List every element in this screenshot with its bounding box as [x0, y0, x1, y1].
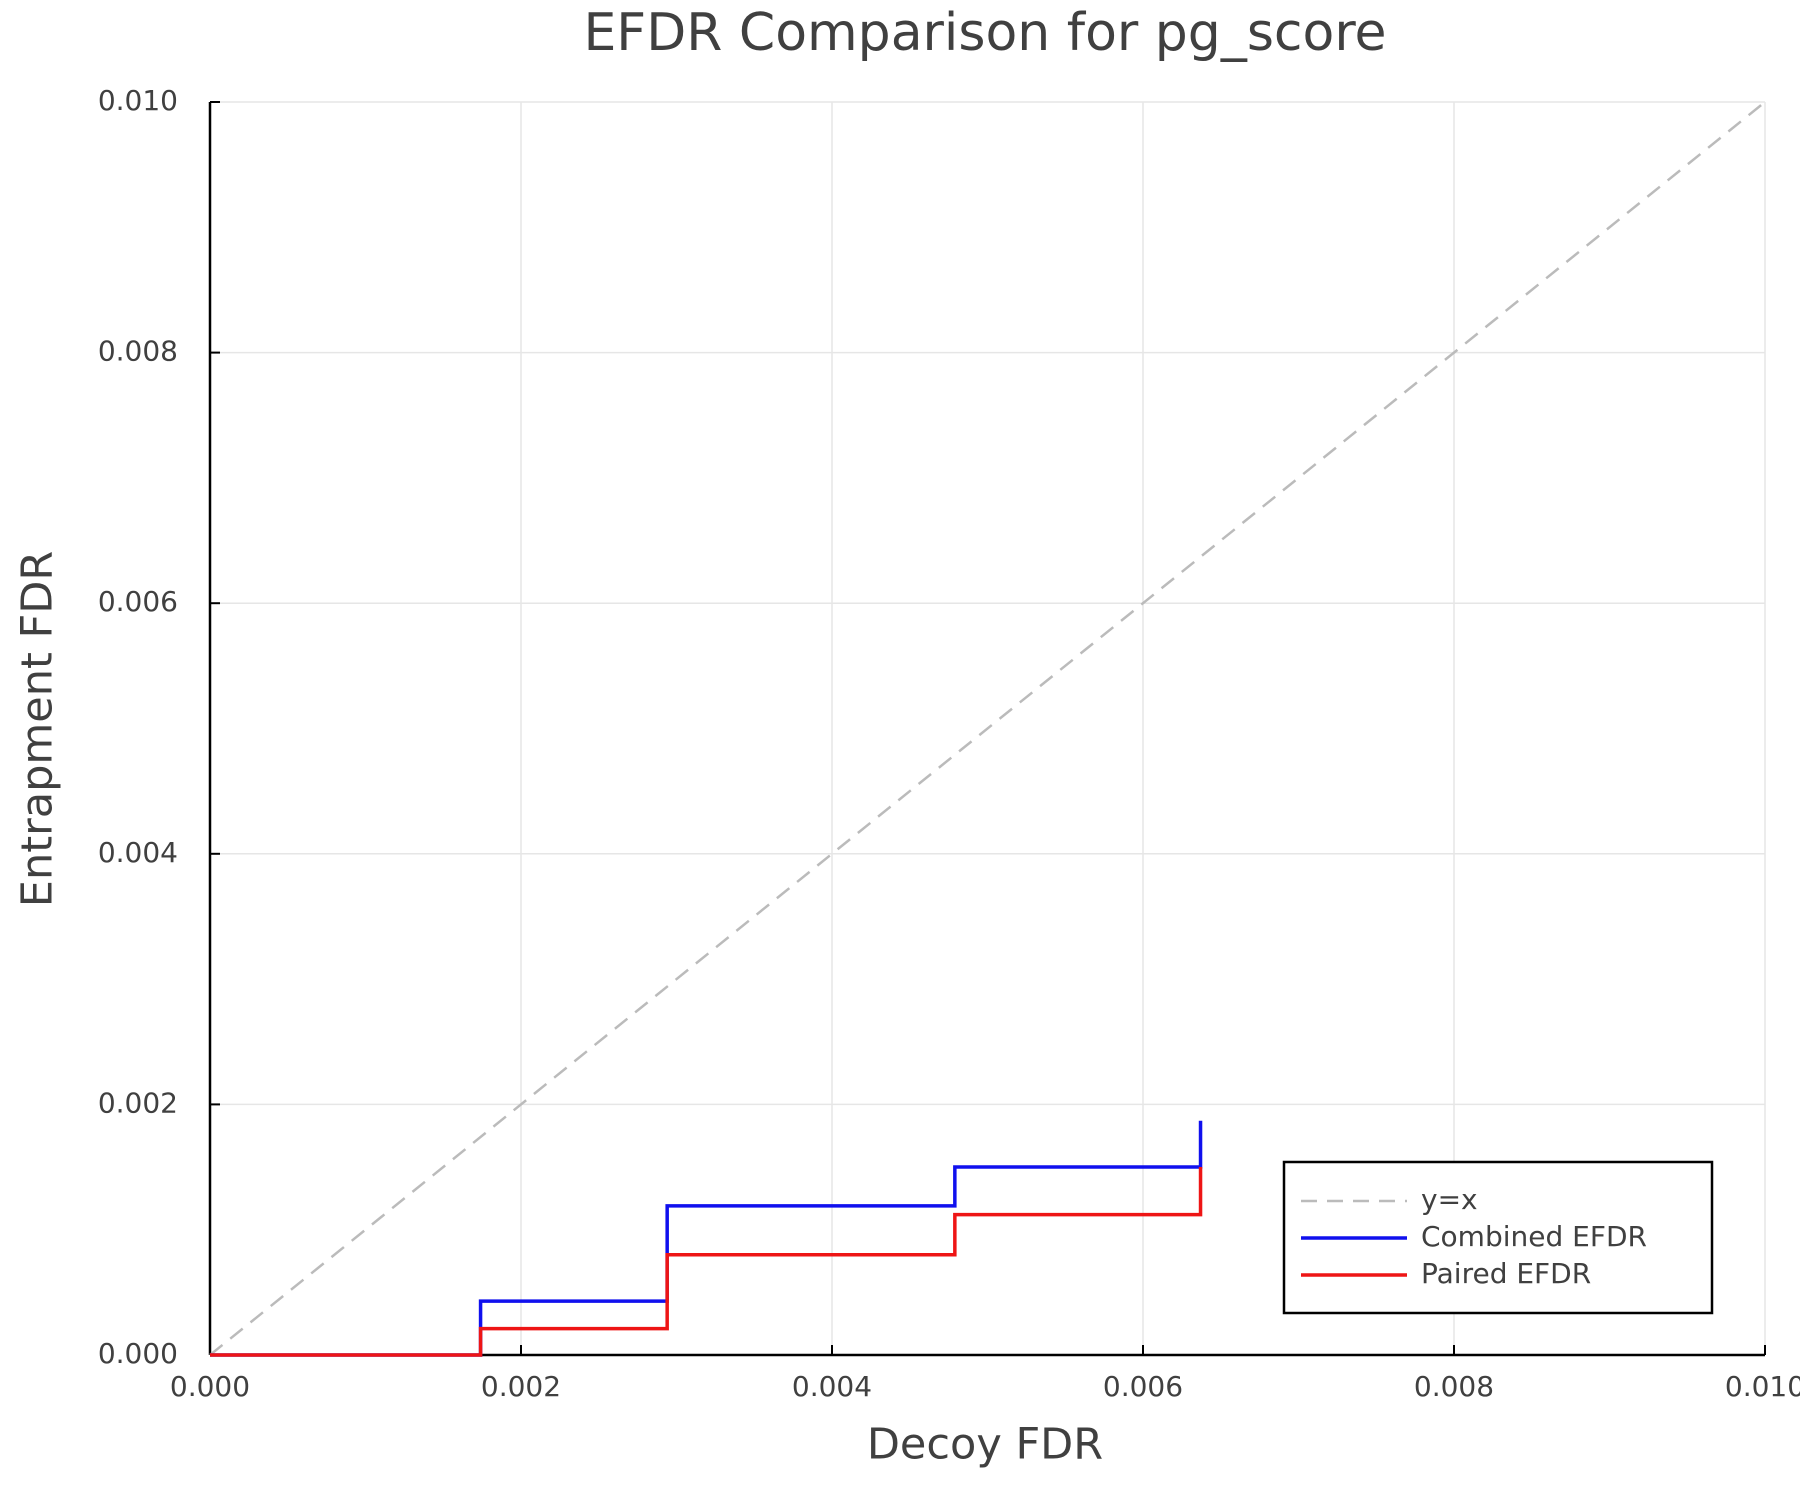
x-tick-label: 0.004: [792, 1370, 872, 1403]
x-axis-label: Decoy FDR: [867, 1420, 1103, 1470]
y-tick-label: 0.008: [98, 335, 178, 368]
x-tick-label: 0.002: [481, 1370, 561, 1403]
y-tick-label: 0.010: [98, 84, 178, 117]
series-line: [209, 101, 1766, 1356]
y-tick-label: 0.004: [98, 836, 178, 869]
series-line: [210, 1120, 1203, 1357]
y-tick-label: 0.002: [98, 1086, 178, 1119]
y-axis-label: Entrapment FDR: [13, 551, 63, 907]
y-tick-label: 0.006: [98, 585, 178, 618]
y-tick-label: 0.000: [98, 1337, 178, 1370]
x-tick-label: 0.008: [1414, 1370, 1494, 1403]
chart-title: EFDR Comparison for pg_score: [583, 3, 1386, 63]
legend-label: y=x: [1421, 1183, 1478, 1216]
legend-label: Paired EFDR: [1421, 1257, 1591, 1290]
legend-label: Combined EFDR: [1421, 1220, 1647, 1253]
x-tick-label: 0.000: [170, 1370, 250, 1403]
series-line: [210, 1167, 1203, 1357]
x-tick-label: 0.006: [1103, 1370, 1183, 1403]
x-tick-label: 0.010: [1725, 1370, 1800, 1403]
